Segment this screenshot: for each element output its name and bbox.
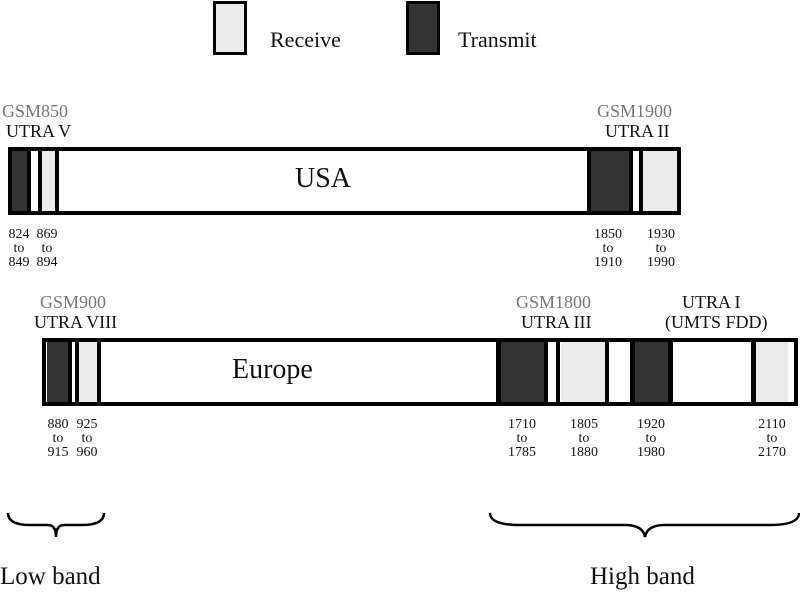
legend-transmit-label: Transmit bbox=[458, 27, 537, 52]
legend-receive-swatch bbox=[213, 1, 247, 55]
europe-umts-fdd-label: (UMTS FDD) bbox=[665, 312, 768, 332]
usa-receive-1930-1990 bbox=[643, 151, 677, 211]
usa-transmit-824-849 bbox=[12, 151, 27, 211]
europe-receive-925-960 bbox=[79, 342, 97, 402]
usa-gsm1900-label: GSM1900 bbox=[597, 101, 673, 121]
usa-band-bar: USA bbox=[8, 147, 681, 215]
europe-utra-iii-label: UTRA III bbox=[521, 312, 592, 332]
europe-range-925-960: 925 to 960 bbox=[76, 417, 98, 460]
europe-utra-i-label: UTRA I bbox=[682, 292, 741, 312]
europe-transmit-1920-1980 bbox=[635, 342, 668, 402]
low-band-label: Low band bbox=[0, 563, 101, 590]
usa-receive-869-894 bbox=[42, 151, 55, 211]
europe-transmit-1710-1785 bbox=[501, 342, 544, 402]
legend-transmit-swatch bbox=[406, 1, 440, 55]
europe-range-1920-1980: 1920 to 1980 bbox=[637, 417, 665, 460]
usa-range-869-894: 869 to 894 bbox=[36, 227, 58, 270]
usa-range-1930-1990: 1930 to 1990 bbox=[647, 227, 675, 270]
high-band-brace bbox=[488, 512, 800, 538]
europe-gsm900-label: GSM900 bbox=[40, 292, 107, 312]
usa-utra-ii-label: UTRA II bbox=[605, 121, 670, 141]
europe-receive-1805-1880 bbox=[561, 342, 605, 402]
europe-range-2110-2170: 2110 to 2170 bbox=[758, 417, 786, 460]
usa-gsm850-label: GSM850 bbox=[2, 101, 69, 121]
europe-range-880-915: 880 to 915 bbox=[47, 417, 69, 460]
usa-range-1850-1910: 1850 to 1910 bbox=[594, 227, 622, 270]
usa-utra-v-label: UTRA V bbox=[6, 121, 72, 141]
legend-receive-label: Receive bbox=[270, 27, 341, 52]
band-braces bbox=[6, 512, 800, 538]
europe-range-1805-1880: 1805 to 1880 bbox=[570, 417, 598, 460]
europe-band-bar: Europe bbox=[42, 338, 798, 406]
low-band-brace bbox=[6, 512, 106, 538]
europe-utra-viii-label: UTRA VIII bbox=[34, 312, 118, 332]
europe-range-1710-1785: 1710 to 1785 bbox=[508, 417, 536, 460]
usa-transmit-1850-1910 bbox=[591, 151, 629, 211]
europe-gsm1800-label: GSM1800 bbox=[516, 292, 592, 312]
usa-range-824-849: 824 to 849 bbox=[8, 227, 30, 270]
usa-title: USA bbox=[295, 163, 352, 194]
europe-title: Europe bbox=[232, 354, 313, 385]
europe-transmit-880-915 bbox=[47, 342, 68, 402]
europe-receive-2110-2170 bbox=[756, 342, 788, 402]
high-band-label: High band bbox=[590, 563, 695, 590]
